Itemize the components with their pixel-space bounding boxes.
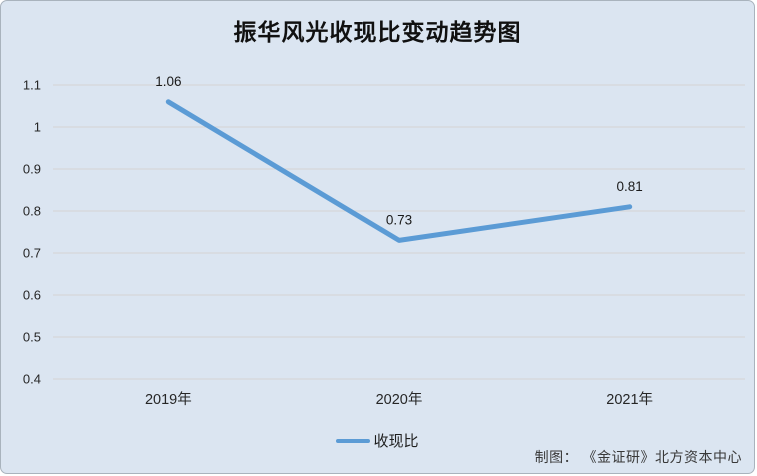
data-point-label: 1.06 xyxy=(155,74,181,89)
series-polyline xyxy=(165,99,633,243)
y-tick-label: 0.5 xyxy=(23,330,41,345)
y-tick-label: 0.4 xyxy=(23,372,41,387)
y-tick-label: 0.7 xyxy=(23,246,41,261)
data-point-label: 0.81 xyxy=(617,179,643,194)
series-line xyxy=(165,99,633,243)
y-tick-label: 0.8 xyxy=(23,204,41,219)
x-axis-tick-labels: 2019年 2020年 2021年 xyxy=(145,391,653,408)
y-axis-tick-labels: 1.1 1 0.9 0.8 0.7 0.6 0.5 0.4 xyxy=(23,78,41,387)
y-tick-label: 1.1 xyxy=(23,78,41,93)
y-tick-label: 0.9 xyxy=(23,162,41,177)
legend: 收现比 xyxy=(1,430,754,451)
chart-title: 振华风光收现比变动趋势图 xyxy=(233,19,522,45)
attribution: 制图： 《金证研》北方资本中心 xyxy=(534,449,742,465)
x-tick-label: 2020年 xyxy=(376,391,423,408)
legend-label: 收现比 xyxy=(373,433,419,450)
data-point-label: 0.73 xyxy=(386,212,412,227)
y-tick-label: 0.6 xyxy=(23,288,41,303)
gridlines xyxy=(53,84,745,380)
legend-line-swatch xyxy=(336,438,371,443)
y-tick-label: 1 xyxy=(34,120,41,135)
x-tick-label: 2019年 xyxy=(145,391,192,408)
data-labels: 1.06 0.73 0.81 xyxy=(155,74,643,228)
x-tick-label: 2021年 xyxy=(606,391,653,408)
